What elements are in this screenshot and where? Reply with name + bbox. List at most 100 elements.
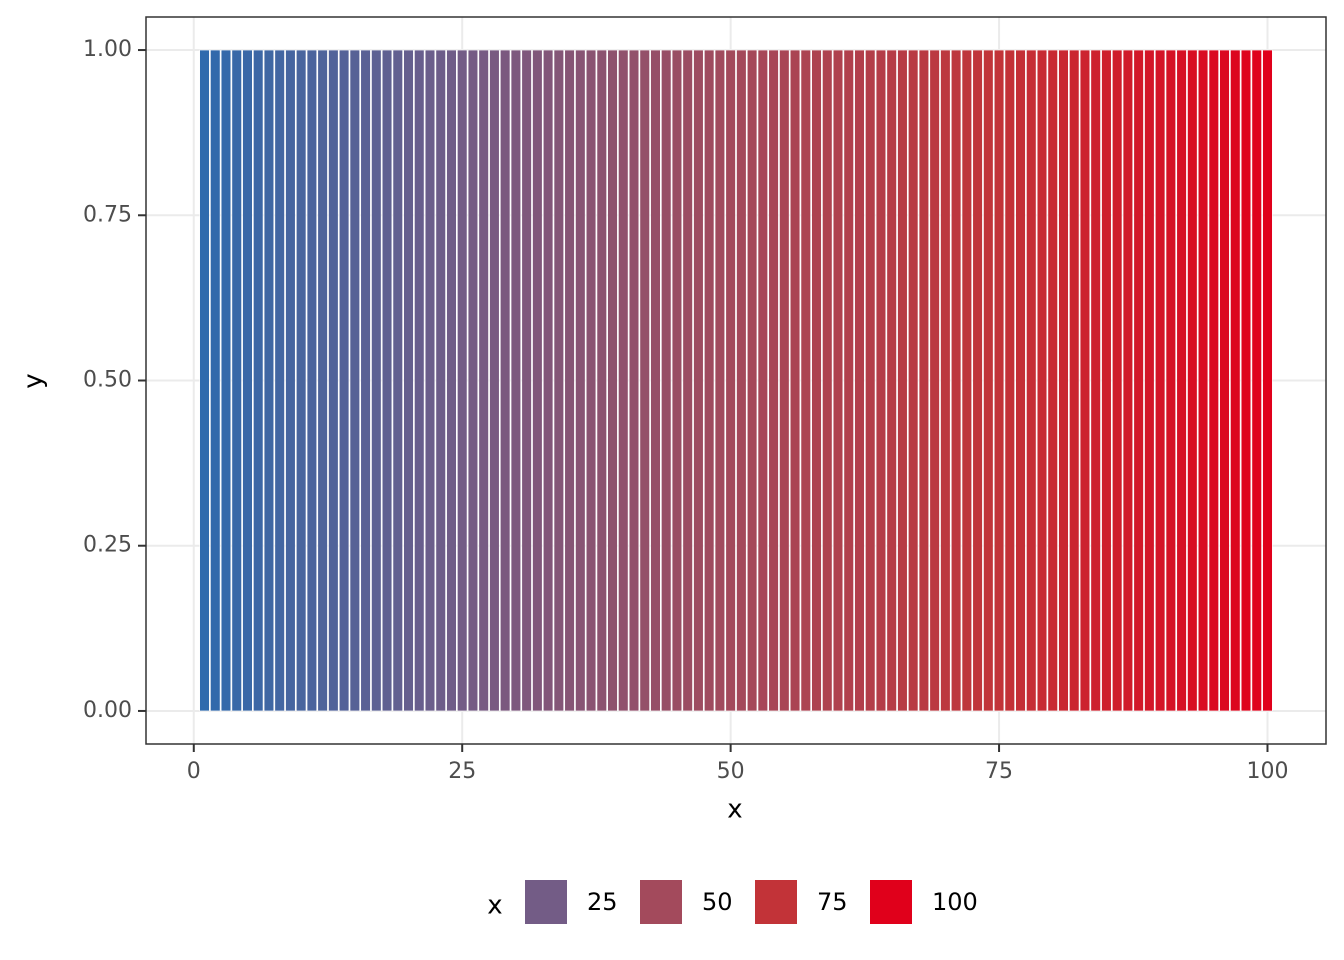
- x-tick-label: 75: [985, 759, 1013, 784]
- bar: [1004, 49, 1015, 712]
- bar: [725, 49, 736, 712]
- legend-key: [640, 880, 682, 924]
- bar: [338, 49, 350, 712]
- bar: [199, 49, 210, 712]
- bar: [489, 49, 500, 712]
- bar: [403, 49, 414, 712]
- bar: [843, 49, 854, 712]
- bar: [854, 49, 865, 712]
- y-tick-label: 0.75: [83, 202, 132, 227]
- legend-key: [755, 880, 797, 924]
- bar: [983, 49, 994, 712]
- bar: [575, 49, 586, 712]
- bar: [478, 49, 489, 712]
- x-tick-label: 25: [448, 759, 476, 784]
- legend-label: 50: [702, 888, 733, 916]
- bar: [993, 49, 1005, 712]
- bar: [500, 49, 511, 712]
- bar: [1176, 49, 1187, 712]
- y-tick-label: 0.25: [83, 533, 132, 558]
- bar: [306, 49, 318, 712]
- bar: [693, 49, 704, 712]
- bar: [1197, 49, 1209, 712]
- bar: [704, 49, 715, 712]
- bar: [1251, 49, 1262, 712]
- bar: [929, 49, 940, 712]
- bar: [1090, 49, 1101, 712]
- legend-key: [525, 880, 567, 924]
- bar: [263, 49, 275, 712]
- bar: [1112, 49, 1123, 712]
- bar: [1208, 49, 1219, 712]
- bar: [1047, 49, 1058, 712]
- bar: [457, 49, 468, 712]
- bar: [1122, 49, 1134, 712]
- bar: [446, 49, 457, 712]
- bar: [1165, 49, 1176, 712]
- bar: [231, 49, 242, 712]
- x-tick-label: 0: [187, 759, 201, 784]
- bar: [865, 49, 876, 712]
- bar: [521, 49, 532, 712]
- bar: [918, 49, 930, 712]
- bar: [1144, 49, 1155, 712]
- bar: [1230, 49, 1241, 712]
- bar: [671, 49, 683, 712]
- bar: [736, 49, 747, 712]
- bar: [768, 49, 779, 712]
- bar: [1079, 49, 1091, 712]
- bar: [585, 49, 597, 712]
- bar: [467, 49, 479, 712]
- bar: [908, 49, 919, 712]
- bar: [542, 49, 554, 712]
- bar: [618, 49, 629, 712]
- bar: [661, 49, 672, 712]
- bar: [242, 49, 253, 712]
- bar: [961, 49, 972, 712]
- bar: [757, 49, 768, 712]
- bar: [1026, 49, 1037, 712]
- bar: [950, 49, 962, 712]
- bar: [1069, 49, 1080, 712]
- bar: [1240, 49, 1252, 712]
- bar: [628, 49, 640, 712]
- bar: [328, 49, 339, 712]
- bar: [392, 49, 403, 712]
- bar: [779, 49, 790, 712]
- bar: [886, 49, 897, 712]
- bar: [714, 49, 726, 712]
- bar: [1154, 49, 1166, 712]
- x-axis-label: x: [727, 795, 742, 825]
- bar: [746, 49, 758, 712]
- bar: [811, 49, 822, 712]
- x-tick-label: 50: [717, 759, 745, 784]
- bar: [220, 49, 232, 712]
- bar: [553, 49, 564, 712]
- legend-label: 100: [932, 888, 978, 916]
- bar: [1262, 49, 1273, 712]
- bar: [639, 49, 650, 712]
- bar: [274, 49, 285, 712]
- bar: [596, 49, 607, 712]
- bar: [435, 49, 446, 712]
- y-tick-label: 0.00: [83, 698, 132, 723]
- bar: [650, 49, 661, 712]
- plot-border: [145, 16, 1327, 745]
- bar: [1036, 49, 1048, 712]
- bar: [296, 49, 307, 712]
- bar: [1101, 49, 1112, 712]
- bar: [414, 49, 425, 712]
- legend-key: [870, 880, 912, 924]
- bar: [424, 49, 436, 712]
- bar: [940, 49, 951, 712]
- bar: [253, 49, 264, 712]
- bar: [800, 49, 811, 712]
- bar: [972, 49, 983, 712]
- bar: [1058, 49, 1069, 712]
- bar: [1015, 49, 1026, 712]
- bar: [1219, 49, 1230, 712]
- bar: [607, 49, 618, 712]
- legend-title: x: [487, 891, 502, 921]
- bar: [682, 49, 693, 712]
- bar: [789, 49, 801, 712]
